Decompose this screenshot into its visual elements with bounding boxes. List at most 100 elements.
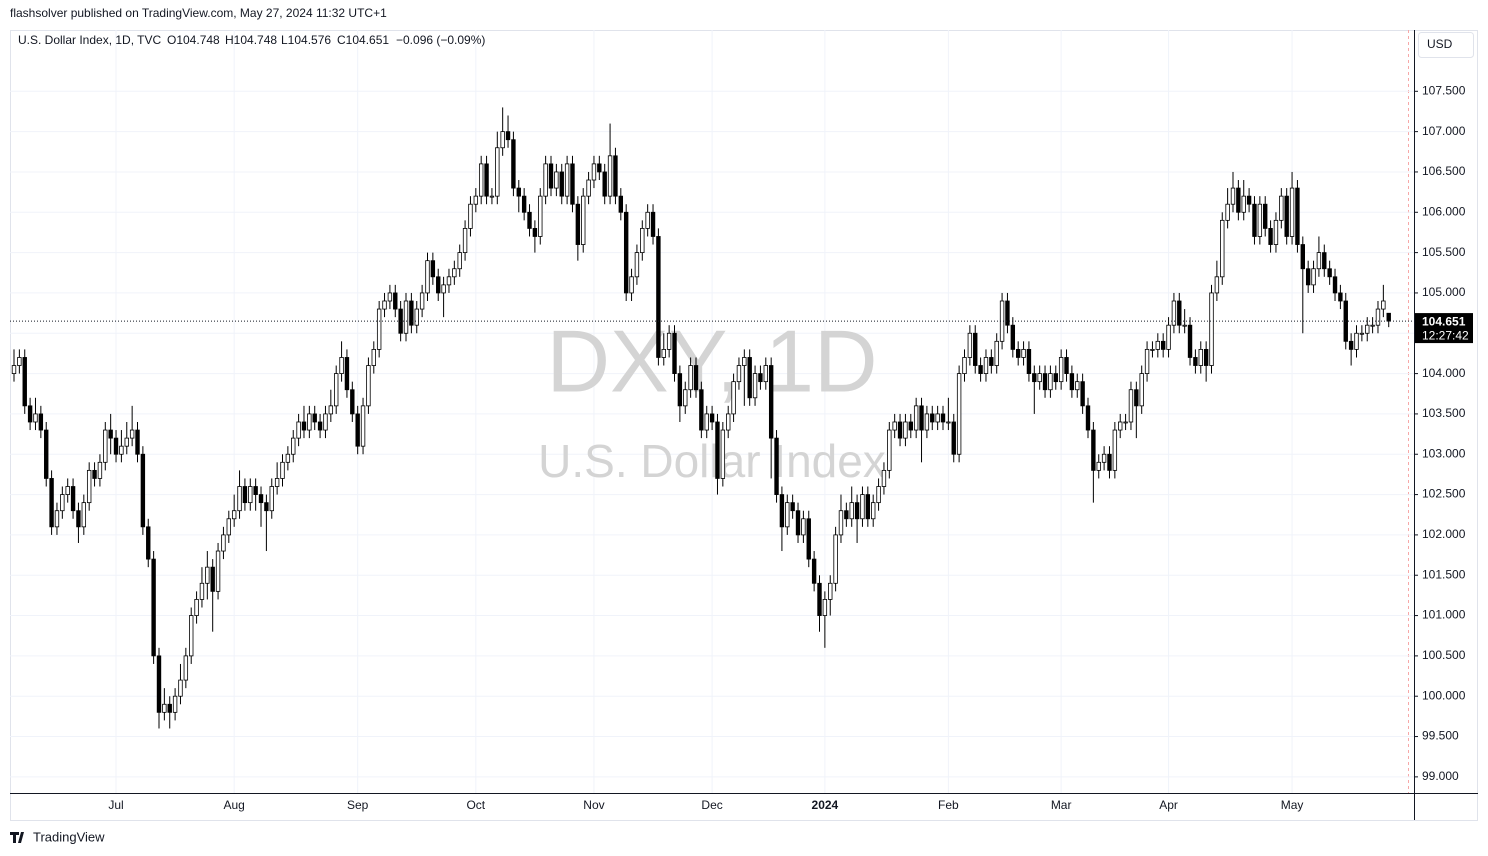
currency[interactable]: USD <box>1427 37 1453 51</box>
candle-body <box>178 679 183 697</box>
candle-body <box>543 163 548 197</box>
candle-body <box>425 260 430 294</box>
candle-body <box>924 413 930 431</box>
candle-body <box>1128 389 1134 423</box>
y-tick-label: 100.500 <box>1422 648 1466 662</box>
candle-body <box>973 332 978 366</box>
candle-body <box>736 365 742 383</box>
candle-body <box>1021 348 1026 358</box>
candle-body <box>1300 244 1305 270</box>
candle-body <box>1150 348 1155 351</box>
x-tick-label: Aug <box>223 798 244 812</box>
legend-low: L104.576 <box>281 33 331 47</box>
candle-body <box>956 373 962 455</box>
candle-body <box>575 203 581 245</box>
candle-body <box>1236 187 1241 213</box>
candle-body <box>1080 381 1085 407</box>
candle-body <box>930 413 935 423</box>
currency-button[interactable] <box>1418 32 1474 58</box>
candle-body <box>559 171 564 197</box>
candle-body <box>441 284 446 294</box>
y-tick-label: 99.000 <box>1422 769 1459 783</box>
candle-body <box>978 365 983 374</box>
candle-body <box>1139 373 1144 407</box>
candle-body <box>865 494 871 520</box>
candle-body <box>1263 203 1268 229</box>
candle-body <box>661 348 666 358</box>
candle-body <box>897 421 903 439</box>
candle-body <box>65 486 70 495</box>
y-tick-label: 100.000 <box>1422 688 1466 702</box>
candle-body <box>1101 453 1107 463</box>
x-tick-label: May <box>1281 798 1304 812</box>
candle-body <box>758 373 763 383</box>
candle-body <box>645 211 650 229</box>
candle-body <box>489 195 495 198</box>
candle-body <box>436 276 441 294</box>
candle-body <box>1096 461 1101 471</box>
candle-body <box>156 655 162 713</box>
candle-body <box>1322 252 1327 270</box>
candle-body <box>452 268 457 278</box>
candle-body <box>1069 373 1075 391</box>
candle-body <box>296 421 301 439</box>
candle-body <box>720 429 726 479</box>
candle-body <box>242 486 248 504</box>
candle-body <box>1048 373 1053 391</box>
candle-body <box>1386 312 1391 322</box>
candle-body <box>763 365 768 383</box>
candle-body <box>27 405 33 423</box>
candle-body <box>1327 268 1332 278</box>
legend-open: O104.748 <box>167 33 220 47</box>
candle-body <box>742 357 747 366</box>
candle-body <box>650 211 656 237</box>
candle-body <box>989 357 994 366</box>
x-tick-label: Oct <box>466 798 485 812</box>
candle-body <box>699 389 704 431</box>
candle-body <box>548 163 554 189</box>
candle-body <box>1332 276 1338 294</box>
candle-body <box>366 365 371 407</box>
candle-body <box>860 494 865 520</box>
candle-body <box>1037 373 1042 383</box>
candle-body <box>876 486 881 504</box>
candle-body <box>312 413 317 423</box>
candle-body <box>854 502 860 520</box>
candle-body <box>828 582 833 600</box>
candle-body <box>887 429 892 471</box>
candle-body <box>913 405 919 431</box>
candle-body <box>983 357 989 374</box>
candle-body <box>339 357 344 374</box>
candle-body <box>457 252 462 270</box>
candle-body <box>92 469 97 479</box>
candle-body <box>1177 300 1182 326</box>
candle-body <box>656 236 661 358</box>
candle-body <box>33 413 38 423</box>
candle-body <box>688 365 693 391</box>
candle-body <box>946 421 951 424</box>
candle-body <box>704 413 709 431</box>
candle-body <box>774 437 779 495</box>
candle-body <box>693 365 699 391</box>
candle-body <box>1193 357 1198 366</box>
candle-body <box>935 413 940 423</box>
candle-body <box>462 228 468 254</box>
candle-body <box>1010 324 1016 350</box>
candle-body <box>301 421 307 431</box>
x-tick-label: Sep <box>347 798 369 812</box>
candle-body <box>1241 195 1246 213</box>
candle-body <box>269 486 274 512</box>
candle-body <box>1064 357 1069 374</box>
candle-body <box>1209 292 1214 366</box>
candle-body <box>108 429 113 439</box>
chart-frame <box>10 30 1478 821</box>
candle-body <box>317 421 323 431</box>
candle-body <box>140 453 146 528</box>
candle-body <box>1032 373 1037 383</box>
candle-body <box>1053 373 1058 383</box>
candle-body <box>1284 195 1289 237</box>
candle-body <box>22 357 27 407</box>
candle-body <box>38 413 44 431</box>
candle-body <box>779 494 785 528</box>
